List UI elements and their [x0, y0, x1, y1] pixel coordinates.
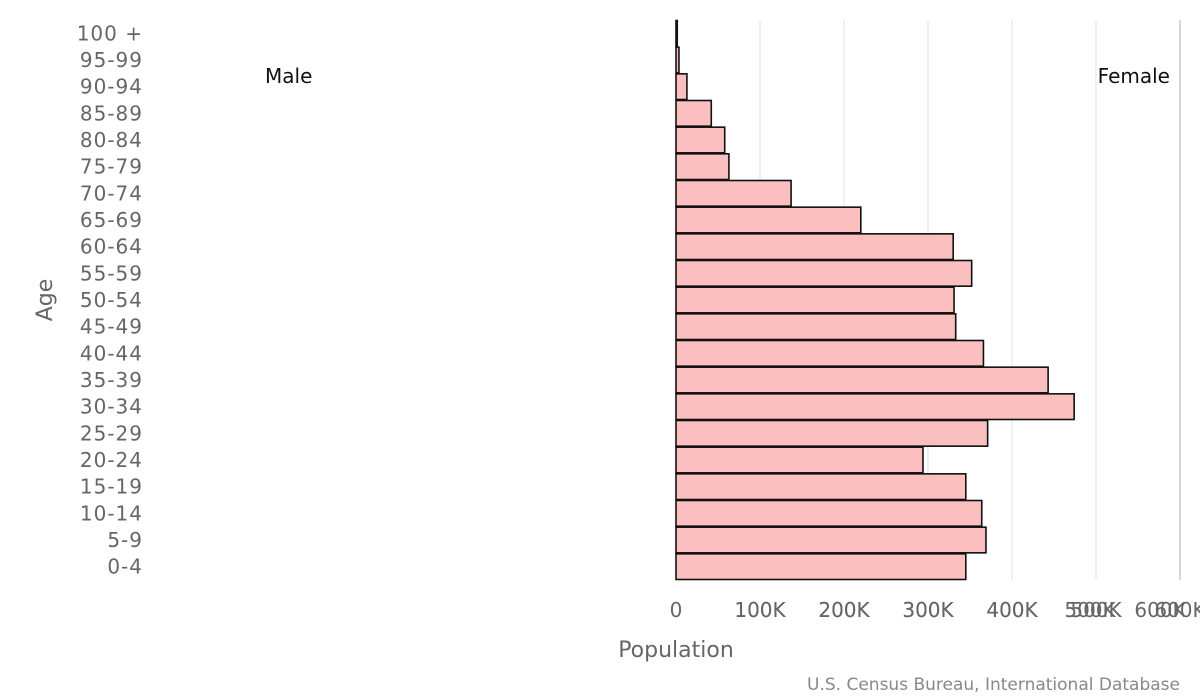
age-label: 25-29 [80, 421, 143, 445]
female-bar-30-34 [675, 393, 1075, 421]
x-tick-label: 0 [670, 598, 683, 622]
female-bar-15-19 [675, 473, 967, 501]
female-bar-10-14 [675, 499, 983, 527]
female-bar-80-84 [675, 126, 726, 154]
female-bar-25-29 [675, 419, 989, 447]
x-tick-label: 100K [734, 598, 786, 622]
x-tick-label: 200K [818, 598, 870, 622]
age-label: 20-24 [80, 448, 143, 472]
age-label: 50-54 [80, 288, 143, 312]
x-axis-title: Population [618, 638, 734, 663]
x-tick-label: 200K [818, 598, 870, 622]
female-bar-45-49 [675, 313, 957, 341]
female-bar-95-99 [675, 46, 680, 74]
x-tick-label: 500K [1064, 598, 1116, 622]
x-tick-label: 600K [1134, 598, 1186, 622]
age-label: 30-34 [80, 395, 143, 419]
age-label: 10-14 [80, 501, 143, 525]
female-bar-35-39 [675, 366, 1049, 394]
x-tick-label: 300K [902, 598, 954, 622]
age-label: 65-69 [80, 208, 143, 232]
age-label: 15-19 [80, 475, 143, 499]
age-label: 90-94 [80, 75, 143, 99]
age-label: 45-49 [80, 315, 143, 339]
bars [675, 19, 1075, 581]
age-label: 40-44 [80, 341, 143, 365]
age-label: 95-99 [80, 48, 143, 72]
y-axis-title: Age [33, 279, 58, 322]
female-bar-85-89 [675, 99, 713, 127]
age-label: 55-59 [80, 261, 143, 285]
female-bar-5-9 [675, 526, 987, 554]
female-side-label: Female [1098, 64, 1170, 88]
x-tick-label: 400K [986, 598, 1038, 622]
female-bar-50-54 [675, 286, 955, 314]
female-bar-100 [675, 19, 679, 47]
male-side-label: Male [265, 64, 312, 88]
age-label: 5-9 [107, 528, 143, 552]
female-bar-75-79 [675, 153, 730, 181]
age-label: 70-74 [80, 181, 143, 205]
age-label: 100 + [77, 21, 143, 45]
age-label: 85-89 [80, 101, 143, 125]
female-bar-60-64 [675, 233, 955, 261]
female-bar-90-94 [675, 73, 688, 101]
age-label: 60-64 [80, 235, 143, 259]
female-bar-55-59 [675, 259, 973, 287]
x-tick-label: 400K [986, 598, 1038, 622]
age-label: 75-79 [80, 155, 143, 179]
x-tick-label: 500K [1070, 598, 1122, 622]
age-label: 0-4 [107, 555, 143, 579]
source-credit: U.S. Census Bureau, International Databa… [807, 675, 1180, 695]
age-label: 35-39 [80, 368, 143, 392]
female-bar-65-69 [675, 206, 862, 234]
x-tick-label: 600K [1154, 598, 1200, 622]
female-bar-70-74 [675, 179, 792, 207]
x-tick-label: 100K [734, 598, 786, 622]
age-label: 80-84 [80, 128, 143, 152]
female-bar-20-24 [675, 446, 924, 474]
female-bar-40-44 [675, 339, 985, 367]
x-tick-label: 300K [902, 598, 954, 622]
female-bar-0-4 [675, 553, 967, 581]
